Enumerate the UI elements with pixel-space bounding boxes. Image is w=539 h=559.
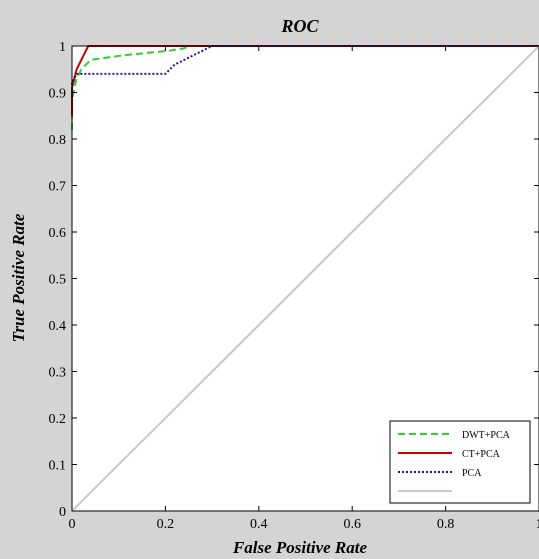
x-axis: 0 0.2 0.4 0.6 0.8 1 bbox=[69, 46, 539, 532]
y-tick-label: 0.8 bbox=[49, 133, 67, 148]
series-line-pca bbox=[71, 45, 539, 98]
y-tick-label: 1 bbox=[59, 40, 66, 55]
x-tick-label: 0.8 bbox=[437, 517, 455, 532]
y-axis-label: True Positive Rate bbox=[9, 213, 28, 342]
y-axis: 0 0.1 0.2 0.3 0.4 0.5 0.6 0.7 0.8 0.9 1 bbox=[49, 40, 539, 520]
y-tick-label: 0.5 bbox=[49, 273, 67, 288]
y-tick-label: 0.7 bbox=[49, 180, 67, 195]
legend-label: CT+PCA bbox=[462, 449, 501, 460]
y-tick-label: 0 bbox=[59, 505, 66, 520]
x-tick-label: 0 bbox=[69, 517, 76, 532]
x-tick-label: 0.4 bbox=[250, 517, 268, 532]
x-axis-label: False Positive Rate bbox=[232, 538, 368, 557]
legend-label: DWT+PCA bbox=[462, 430, 511, 441]
legend-label: PCA bbox=[462, 468, 482, 479]
chart-title: ROC bbox=[280, 16, 319, 36]
x-tick-label: 1 bbox=[536, 517, 539, 532]
y-tick-label: 0.1 bbox=[49, 459, 67, 474]
y-tick-label: 0.3 bbox=[49, 366, 67, 381]
legend-items: DWT+PCA CT+PCA PCA bbox=[398, 430, 511, 492]
y-tick-label: 0.4 bbox=[49, 319, 67, 334]
series-line-diagonal bbox=[71, 45, 539, 512]
x-tick-label: 0.2 bbox=[157, 517, 175, 532]
y-tick-label: 0.9 bbox=[49, 87, 67, 102]
series-line-dwt-pca bbox=[71, 45, 539, 130]
y-tick-label: 0.6 bbox=[49, 226, 67, 241]
legend: DWT+PCA CT+PCA PCA bbox=[389, 420, 531, 504]
y-tick-label: 0.2 bbox=[49, 412, 67, 427]
chart-marks bbox=[71, 45, 539, 512]
x-tick-label: 0.6 bbox=[343, 517, 361, 532]
